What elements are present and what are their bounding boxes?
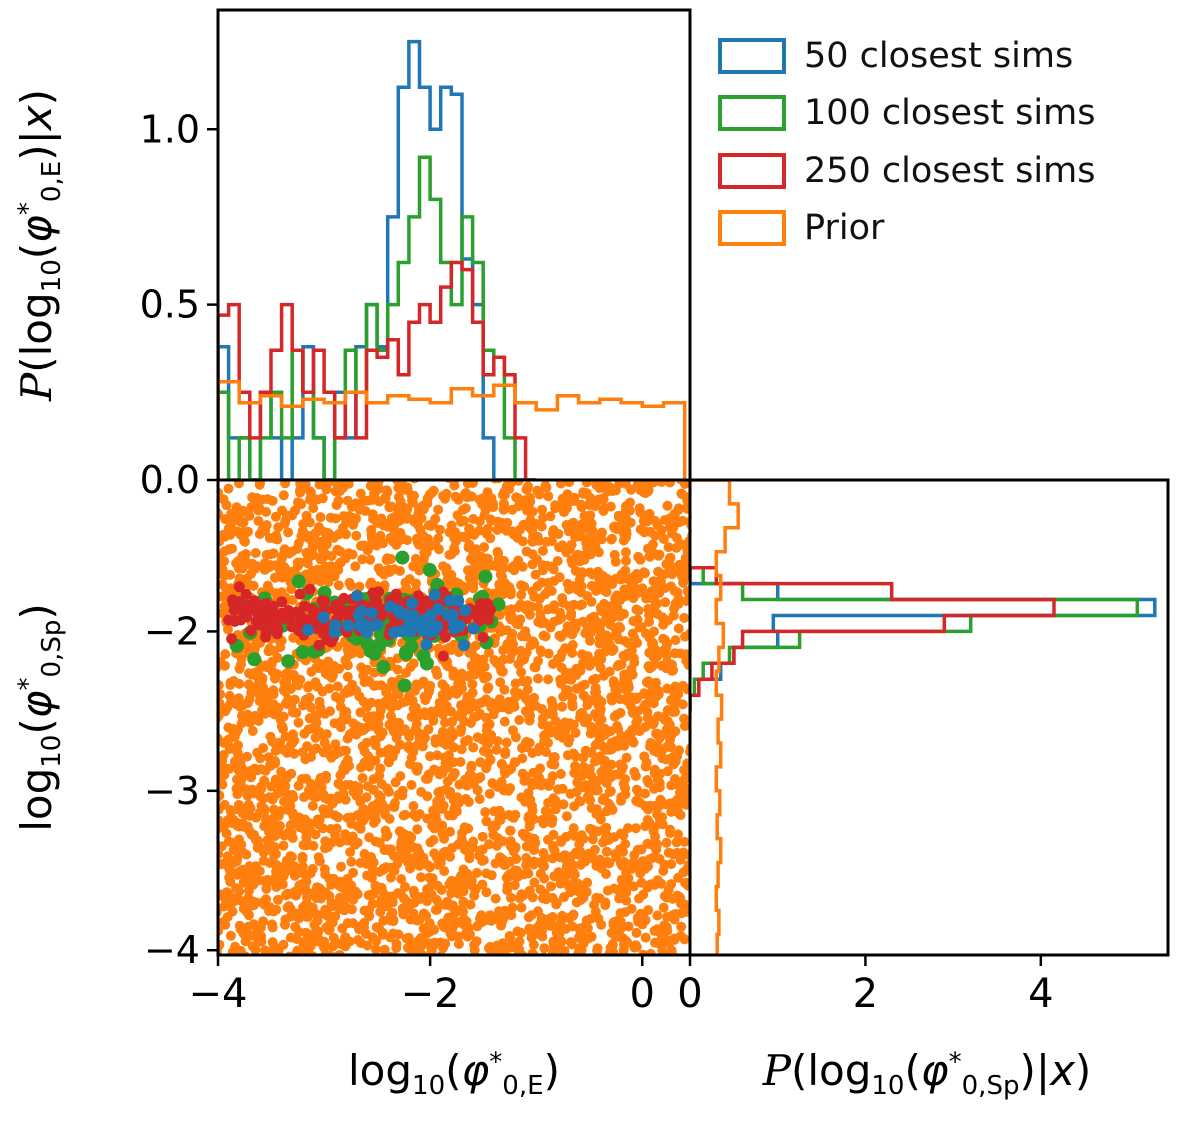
histogram-series-50-closest-sims: [690, 567, 1157, 712]
histogram-series-Prior: [218, 380, 687, 480]
label-segment: 0,Sp: [37, 619, 68, 678]
legend-swatch-red-icon: [718, 152, 786, 189]
joint-panel: [218, 480, 690, 955]
label-segment: 10: [37, 734, 68, 768]
legend-swatch-green-icon: [718, 95, 786, 132]
label-segment: *: [13, 677, 44, 691]
label-segment: φ: [461, 1046, 490, 1095]
top_marginal-spines: [216, 8, 692, 482]
label-segment: P: [762, 1046, 791, 1095]
label-segment: log: [807, 1046, 872, 1095]
y-tick-label: −3: [144, 769, 200, 813]
label-segment: 0,E: [37, 160, 68, 203]
label-segment: log: [348, 1046, 413, 1095]
label-segment: φ: [920, 1046, 949, 1095]
label-segment: *: [13, 202, 44, 216]
legend-label: Prior: [804, 207, 885, 248]
legend-label: 50 closest sims: [804, 36, 1074, 76]
label-segment: (: [12, 356, 61, 373]
scatter-points-50-closest-sims: [302, 588, 480, 652]
y-tick-label: 0.0: [140, 458, 200, 502]
label-segment: x: [12, 105, 61, 131]
x-tick-label: 2: [853, 971, 878, 1017]
label-segment: 10: [412, 1071, 446, 1102]
label-segment: (: [12, 242, 61, 260]
x-tick-label: 4: [1028, 971, 1053, 1017]
legend-label: 250 closest sims: [804, 150, 1096, 191]
right_marginal-panel: [690, 480, 1157, 955]
top_marginal-panel: [218, 39, 687, 480]
legend-item-50-closest-sims: 50 closest sims: [718, 36, 1095, 76]
label-segment: log: [12, 292, 61, 357]
histogram-series-250-closest-sims: [690, 565, 1056, 712]
legend-label: 100 closest sims: [804, 93, 1096, 134]
label-segment: 10: [871, 1071, 905, 1102]
label-segment: P: [12, 372, 61, 402]
label-segment: φ: [12, 215, 61, 243]
legend: 50 closest sims 100 closest sims 250 clo…: [718, 36, 1095, 248]
legend-swatch-blue-icon: [718, 38, 786, 75]
label-segment: x: [1050, 1046, 1075, 1095]
label-segment: 10: [37, 259, 68, 293]
legend-item-250-closest-sims: 250 closest sims: [718, 151, 1095, 191]
x-axis-label-right-marginal: P(log10(φ*0,Sp)|x): [672, 1046, 1182, 1101]
legend-item-prior: Prior: [718, 208, 1095, 248]
label-segment: ): [12, 88, 61, 106]
y-tick-label: −4: [144, 928, 200, 972]
label-segment: φ: [12, 690, 61, 719]
y-tick-label: 1.0: [140, 107, 200, 151]
label-segment: log: [12, 767, 61, 832]
x-tick-label: −2: [401, 971, 460, 1017]
label-segment: *: [948, 1047, 962, 1078]
label-segment: (: [445, 1046, 462, 1095]
y-axis-label-top-marginal: P(log10(φ*0,E)|x): [12, 10, 67, 480]
histogram-series-100-closest-sims: [218, 155, 537, 480]
label-segment: 0,E: [502, 1071, 544, 1102]
histogram-series-100-closest-sims: [690, 565, 1140, 712]
label-segment: ): [543, 1046, 560, 1095]
histogram-series-250-closest-sims: [218, 260, 537, 480]
x-axis-label-scatter: log10(φ*0,E): [218, 1046, 690, 1101]
legend-swatch-orange-icon: [718, 209, 786, 246]
label-segment: (: [904, 1046, 921, 1095]
label-segment: *: [489, 1047, 503, 1078]
scatter-points-Prior: [218, 480, 690, 955]
histogram-series-50-closest-sims: [218, 39, 537, 480]
label-segment: 0,Sp: [961, 1071, 1020, 1102]
x-tick-label: −4: [189, 971, 248, 1017]
y-axis-label-scatter: log10(φ*0,Sp): [12, 480, 67, 955]
label-segment: ): [1074, 1046, 1092, 1095]
label-segment: (: [790, 1046, 808, 1095]
label-segment: )|: [12, 130, 61, 161]
legend-item-100-closest-sims: 100 closest sims: [718, 93, 1095, 133]
x-tick-label: 0: [677, 971, 702, 1017]
label-segment: )|: [1019, 1046, 1051, 1095]
right_marginal-spines: [688, 478, 1170, 957]
y-tick-label: 0.5: [140, 283, 200, 327]
label-segment: (: [12, 718, 61, 735]
label-segment: ): [12, 603, 61, 620]
y-tick-label: −2: [144, 609, 200, 653]
histogram-series-Prior: [690, 480, 740, 955]
x-tick-label: 0: [630, 971, 655, 1017]
